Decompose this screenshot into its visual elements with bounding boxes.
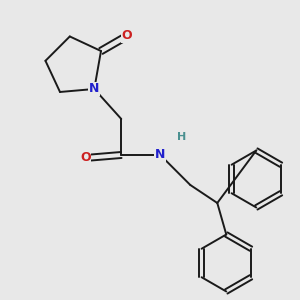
Text: H: H: [177, 132, 186, 142]
Text: N: N: [155, 148, 166, 161]
Text: N: N: [89, 82, 100, 95]
Text: O: O: [122, 29, 132, 43]
Text: O: O: [80, 152, 91, 164]
